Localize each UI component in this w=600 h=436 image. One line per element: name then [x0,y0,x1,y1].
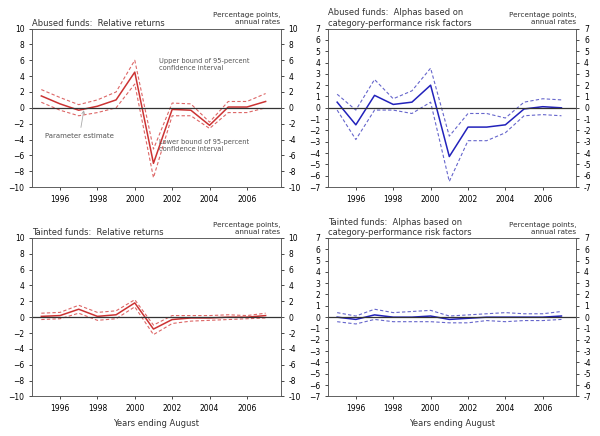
Text: Percentage points,
annual rates: Percentage points, annual rates [509,12,577,25]
Text: Percentage points,
annual rates: Percentage points, annual rates [213,12,281,25]
Text: Upper bound of 95-percent
confidence interval: Upper bound of 95-percent confidence int… [159,58,250,71]
Text: Tainted funds:  Alphas based on
category-performance risk factors: Tainted funds: Alphas based on category-… [328,218,472,237]
Text: Percentage points,
annual rates: Percentage points, annual rates [509,221,577,235]
Text: Parameter estimate: Parameter estimate [45,111,114,139]
Text: Lower bound of 95-percent
confidence interval: Lower bound of 95-percent confidence int… [159,140,249,153]
X-axis label: Years ending August: Years ending August [409,419,495,428]
Text: Abused funds:  Relative returns: Abused funds: Relative returns [32,19,165,28]
X-axis label: Years ending August: Years ending August [113,419,199,428]
Text: Tainted funds:  Relative returns: Tainted funds: Relative returns [32,228,164,237]
Text: Abused funds:  Alphas based on
category-performance risk factors: Abused funds: Alphas based on category-p… [328,8,472,28]
Text: Percentage points,
annual rates: Percentage points, annual rates [213,221,281,235]
